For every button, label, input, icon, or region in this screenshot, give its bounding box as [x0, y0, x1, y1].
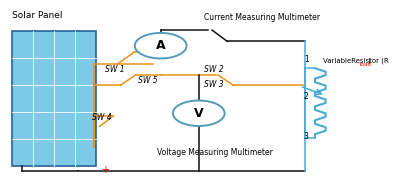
Circle shape	[173, 101, 225, 126]
Text: -: -	[75, 166, 79, 175]
Text: SW 5: SW 5	[138, 76, 158, 85]
Text: V: V	[194, 107, 204, 120]
Text: 3: 3	[304, 132, 309, 141]
Bar	[12, 31, 96, 166]
Text: 1: 1	[304, 55, 309, 64]
Text: 2: 2	[304, 92, 309, 101]
Text: Voltage Measuring Multimeter: Voltage Measuring Multimeter	[157, 148, 273, 157]
Text: load: load	[360, 62, 371, 67]
Text: A: A	[156, 39, 166, 52]
Text: Current Measuring Multimeter: Current Measuring Multimeter	[204, 13, 320, 22]
Text: SW 1: SW 1	[106, 65, 125, 74]
Text: Solar Panel: Solar Panel	[12, 11, 63, 20]
Text: SW 4: SW 4	[92, 113, 112, 122]
Text: SW 3: SW 3	[204, 80, 224, 89]
Text: SW 2: SW 2	[204, 65, 224, 74]
Text: VariableResistor (R: VariableResistor (R	[322, 57, 388, 64]
Text: ): )	[368, 57, 370, 64]
Circle shape	[135, 33, 186, 58]
Text: +: +	[102, 166, 110, 175]
